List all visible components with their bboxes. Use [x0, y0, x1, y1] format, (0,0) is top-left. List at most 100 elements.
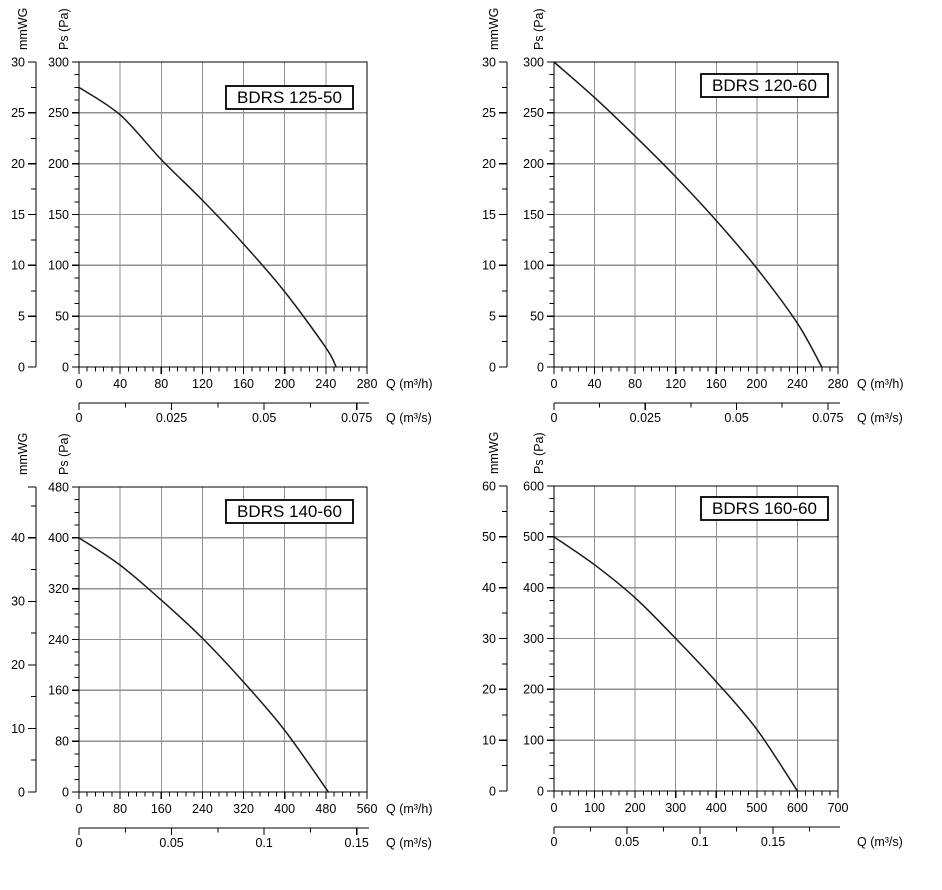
mmwg-tick-label: 0: [18, 785, 25, 799]
qh-tick-label: 240: [192, 802, 213, 816]
pa-tick-label: 500: [523, 530, 544, 544]
qh-tick-label: 0: [551, 377, 558, 391]
qs-axis: 0 0.025 0.05 0.075 Q (m³/s): [76, 402, 432, 425]
mmwg-tick-label: 20: [482, 157, 496, 171]
pa-tick-label: 200: [523, 157, 544, 171]
qh-tick-label: 120: [665, 377, 686, 391]
qh-tick-label: 560: [357, 802, 378, 816]
mmwg-tick-label: 0: [18, 360, 25, 374]
pa-tick-label: 150: [523, 208, 544, 222]
pa-tick-label: 600: [523, 479, 544, 493]
qh-axis-title: Q (m³/h): [857, 377, 904, 391]
qs-tick-label: 0: [76, 836, 83, 850]
qh-tick-label: 100: [584, 801, 605, 815]
qs-tick-label: 0.15: [761, 835, 785, 849]
qh-tick-label: 160: [151, 802, 172, 816]
mmwg-tick-label: 40: [482, 581, 496, 595]
pa-tick-label: 240: [48, 633, 69, 647]
mmwg-axis-title: mmWG: [16, 433, 30, 475]
mmwg-tick-label: 30: [11, 595, 25, 609]
pa-tick-label: 50: [530, 309, 544, 323]
pa-tick-label: 0: [537, 784, 544, 798]
pa-tick-label: 100: [523, 259, 544, 273]
qh-tick-label: 0: [76, 802, 83, 816]
mmwg-tick-label: 40: [11, 531, 25, 545]
mmwg-axis: 0 5 10 15 20 25 30: [11, 55, 37, 374]
qh-tick-label: 200: [625, 801, 646, 815]
mmwg-axis: 0 5 10 15 20 25 30: [482, 55, 508, 374]
pa-tick-label: 0: [62, 360, 69, 374]
qh-axis: 0 40 80 120 160 200 240 280 Q (m³/h): [551, 367, 904, 391]
pa-tick-label: 100: [523, 733, 544, 747]
pa-axis: 0 50 100 150 200 250 300: [523, 55, 554, 374]
mmwg-tick-label: 0: [489, 784, 496, 798]
qh-tick-label: 280: [357, 377, 378, 391]
pa-tick-label: 300: [523, 55, 544, 69]
mmwg-tick-label: 20: [11, 157, 25, 171]
qh-tick-label: 400: [274, 802, 295, 816]
qh-tick-label: 600: [787, 801, 808, 815]
mmwg-tick-label: 20: [482, 683, 496, 697]
pa-tick-label: 250: [48, 106, 69, 120]
qs-tick-label: 0.15: [345, 836, 369, 850]
pa-axis: 0 100 200 300 400 500 600: [523, 479, 554, 798]
qh-tick-label: 240: [787, 377, 808, 391]
pa-tick-label: 160: [48, 684, 69, 698]
qs-tick-label: 0.075: [341, 411, 372, 425]
pa-tick-label: 50: [55, 309, 69, 323]
qs-tick-label: 0: [76, 411, 83, 425]
pa-tick-label: 300: [523, 632, 544, 646]
qs-tick-label: 0.05: [159, 836, 183, 850]
qs-axis: 0 0.025 0.05 0.075 Q (m³/s): [551, 402, 903, 425]
fan-curve-chart: 0 100 200 300 400 500 600 0 10 20 30 40 50 60 mmWG Ps (…: [482, 432, 903, 849]
mmwg-tick-label: 15: [482, 208, 496, 222]
qh-tick-label: 700: [828, 801, 849, 815]
qs-tick-label: 0.05: [252, 411, 276, 425]
pa-tick-label: 200: [48, 157, 69, 171]
fan-curve-chart: 0 50 100 150 200 250 300 0 5 10 15 20 25 30 mmWG Ps (Pa…: [11, 8, 432, 425]
qh-tick-label: 120: [192, 377, 213, 391]
qs-axis-title: Q (m³/s): [386, 836, 432, 850]
mmwg-tick-label: 0: [489, 360, 496, 374]
qs-tick-label: 0.05: [615, 835, 639, 849]
qh-tick-label: 240: [315, 377, 336, 391]
qs-axis: 0 0.05 0.1 0.15 Q (m³/s): [551, 826, 903, 849]
qh-tick-label: 300: [665, 801, 686, 815]
model-label: BDRS 160-60: [712, 499, 817, 518]
model-label: BDRS 140-60: [237, 502, 342, 521]
mmwg-tick-label: 10: [482, 259, 496, 273]
qh-axis-title: Q (m³/h): [386, 377, 433, 391]
fan-curve-chart: 0 80 160 240 320 400 480 0 10 20 30 40 mmWG Ps (Pa) 0 8…: [11, 433, 432, 850]
qh-tick-label: 40: [113, 377, 127, 391]
mmwg-tick-label: 10: [11, 259, 25, 273]
pa-tick-label: 200: [523, 683, 544, 697]
mmwg-tick-label: 25: [11, 106, 25, 120]
qs-tick-label: 0.05: [724, 411, 748, 425]
pa-axis: 0 50 100 150 200 250 300: [48, 55, 79, 374]
grid: [79, 62, 367, 367]
mmwg-tick-label: 50: [482, 530, 496, 544]
pa-tick-label: 400: [523, 581, 544, 595]
mmwg-tick-label: 20: [11, 658, 25, 672]
mmwg-tick-label: 5: [18, 309, 25, 323]
model-label-box: [700, 496, 829, 521]
qs-tick-label: 0.025: [630, 411, 661, 425]
pa-axis-title: Ps (Pa): [532, 432, 546, 474]
model-label: BDRS 125-50: [237, 88, 342, 107]
fan-curve: [78, 86, 337, 368]
qs-axis-title: Q (m³/s): [857, 411, 903, 425]
qs-tick-label: 0: [551, 411, 558, 425]
qs-tick-label: 0.1: [255, 836, 272, 850]
mmwg-tick-label: 30: [482, 55, 496, 69]
pa-axis-title: Ps (Pa): [57, 8, 71, 50]
grid: [554, 486, 838, 791]
qh-tick-label: 160: [706, 377, 727, 391]
pa-axis-title: Ps (Pa): [532, 8, 546, 50]
mmwg-axis-title: mmWG: [16, 8, 30, 50]
qh-tick-label: 80: [113, 802, 127, 816]
qh-tick-label: 320: [233, 802, 254, 816]
grid: [554, 62, 838, 367]
pa-tick-label: 480: [48, 480, 69, 494]
qs-tick-label: 0: [551, 835, 558, 849]
